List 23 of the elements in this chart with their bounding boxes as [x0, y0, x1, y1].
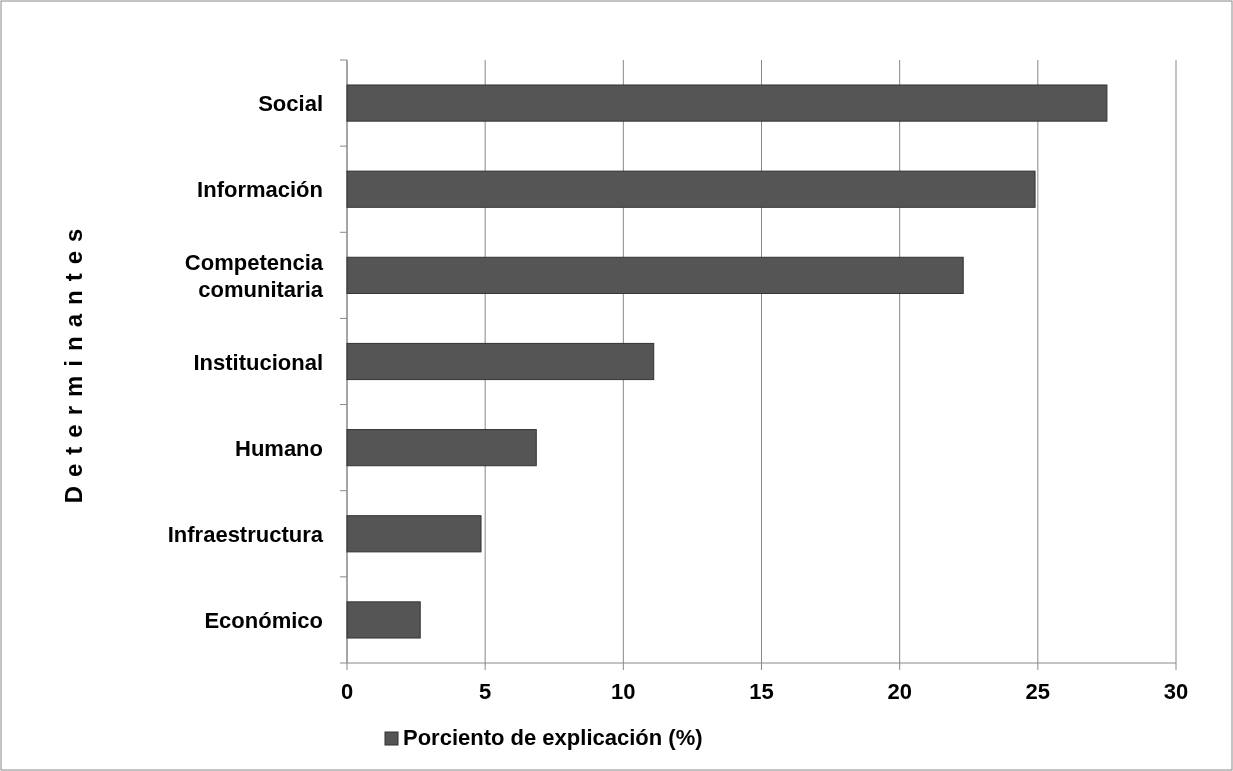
legend-label: Porciento de explicación (%)	[403, 725, 703, 750]
x-tick-label: 25	[1025, 679, 1051, 704]
bar	[346, 515, 482, 553]
bar	[346, 342, 655, 381]
y-tick-label: Social	[258, 91, 323, 117]
y-tick-label: Información	[197, 177, 323, 203]
x-tick-label: 5	[479, 679, 492, 704]
bar	[346, 601, 421, 639]
y-tick-label: Competencia comunitaria	[184, 250, 324, 303]
bar	[346, 256, 964, 294]
y-tick-label: Institucional	[193, 349, 323, 375]
x-tick-label: 10	[611, 679, 636, 704]
y-axis-title: Determinantes	[60, 219, 87, 504]
bar	[346, 84, 1108, 122]
y-tick-label: Infraestructura	[167, 521, 324, 547]
bar	[346, 429, 537, 467]
x-tick-label: 30	[1163, 679, 1189, 704]
x-tick-label: 20	[887, 679, 912, 704]
y-tick-label: Económico	[204, 607, 323, 633]
y-tick-label: Humano	[235, 435, 323, 461]
x-tick-label: 0	[340, 679, 354, 704]
x-tick-label: 15	[749, 679, 774, 704]
bar	[346, 170, 1036, 208]
